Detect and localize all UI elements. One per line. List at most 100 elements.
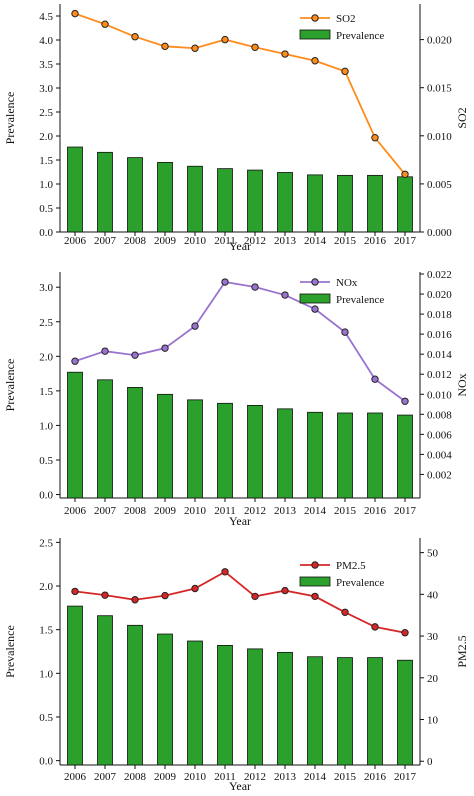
- series-line: [74, 281, 406, 403]
- x-tick-label: 2006: [64, 771, 87, 783]
- right-tick-label: 0.014: [427, 349, 452, 361]
- legend-bar-label: Prevalence: [336, 30, 384, 42]
- left-tick-label: 1.0: [39, 668, 53, 680]
- series-line: [74, 570, 406, 634]
- prevalence-bar: [187, 640, 203, 766]
- legend-bar-label: Prevalence: [336, 577, 384, 589]
- prevalence-bar: [307, 174, 323, 233]
- series-point: [71, 9, 79, 18]
- x-tick-label: 2014: [304, 235, 327, 247]
- left-axis-label: Prevalence: [3, 359, 17, 412]
- x-tick-label: 2009: [154, 505, 177, 517]
- left-tick-label: 0.0: [39, 756, 53, 768]
- right-tick-label: 40: [427, 589, 439, 601]
- x-tick-label: 2017: [394, 505, 417, 517]
- left-tick-label: 1.0: [39, 420, 53, 432]
- prevalence-bar: [337, 412, 353, 499]
- x-tick-label: 2008: [124, 505, 147, 517]
- prevalence-bar: [217, 644, 233, 766]
- legend-bar-label: Prevalence: [336, 294, 384, 306]
- x-tick-label: 2015: [334, 771, 357, 783]
- right-tick-label: 0.022: [427, 269, 452, 281]
- legend-line-label: SO2: [336, 13, 356, 25]
- prevalence-bar: [367, 174, 383, 233]
- x-tick-label: 2008: [124, 771, 147, 783]
- x-tick-label: 2013: [274, 235, 297, 247]
- left-tick-label: 4.0: [39, 35, 53, 47]
- x-tick-label: 2007: [94, 505, 117, 517]
- prevalence-bar: [187, 399, 203, 499]
- prevalence-bar: [157, 393, 173, 499]
- x-tick-label: 2016: [364, 505, 387, 517]
- series-point: [191, 584, 199, 593]
- left-tick-label: 0.0: [39, 490, 53, 502]
- legend-bar-swatch: [299, 293, 331, 304]
- right-tick-label: 0.000: [427, 227, 452, 239]
- series-point: [311, 305, 319, 313]
- prevalence-bar: [217, 402, 233, 499]
- left-tick-label: 1.0: [39, 179, 53, 191]
- legend-line-label: NOx: [336, 277, 358, 289]
- x-tick-label: 2010: [184, 505, 207, 517]
- x-tick-label: 2014: [304, 771, 327, 783]
- series-point: [131, 33, 139, 41]
- prevalence-bar: [127, 624, 143, 766]
- prevalence-bar: [397, 659, 413, 766]
- pm25-chart: 0.0 0.5 1.0 1.5 2.0 2.5 0 10 20 30 40 50 2006 2007 200…: [3, 537, 469, 793]
- x-tick-label: 2016: [364, 771, 387, 783]
- prevalence-bar: [67, 146, 83, 233]
- x-tick-label: 2012: [244, 771, 266, 783]
- right-axis-label: SO2: [455, 107, 469, 128]
- right-tick-label: 0.010: [427, 131, 452, 143]
- series-point: [191, 44, 199, 52]
- x-tick-label: 2015: [334, 235, 357, 247]
- legend-bar-swatch: [299, 576, 331, 587]
- prevalence-bar: [67, 605, 83, 766]
- nox-chart: 0.0 0.5 1.0 1.5 2.0 2.5 3.0 0.002 0.004 0.006 0.00…: [3, 269, 469, 528]
- series-point: [311, 57, 319, 65]
- left-tick-label: 0.5: [39, 203, 53, 215]
- series-point: [341, 328, 349, 336]
- prevalence-bar: [397, 176, 413, 233]
- x-axis-label: Year: [229, 239, 251, 253]
- x-tick-label: 2014: [304, 505, 327, 517]
- series-point: [401, 629, 409, 637]
- x-tick-label: 2007: [94, 771, 117, 783]
- right-tick-label: 0.012: [427, 369, 452, 381]
- left-tick-label: 2.0: [39, 581, 53, 593]
- prevalence-bar: [337, 657, 353, 766]
- left-axis-label: Prevalence: [3, 625, 17, 678]
- so2-chart: 0.0 0.5 1.0 1.5 2.0 2.5 3.0 3.5 4.0 4.5 0.000 0.005…: [3, 4, 469, 253]
- left-tick-label: 4.5: [39, 11, 53, 23]
- prevalence-bar: [67, 371, 83, 499]
- legend-point-swatch: [311, 14, 319, 22]
- series-point: [371, 375, 379, 383]
- series-point: [221, 568, 229, 576]
- x-tick-label: 2013: [274, 771, 297, 783]
- left-tick-label: 3.0: [39, 282, 53, 294]
- prevalence-bar: [247, 404, 263, 499]
- left-tick-label: 1.5: [39, 625, 53, 637]
- right-tick-label: 20: [427, 673, 439, 685]
- series-point: [161, 42, 169, 51]
- left-axis-label: Prevalence: [3, 92, 17, 145]
- left-tick-label: 2.0: [39, 351, 53, 363]
- prevalence-bar: [337, 174, 353, 233]
- x-tick-label: 2012: [244, 235, 266, 247]
- series-point: [161, 591, 169, 600]
- right-tick-label: 0.004: [427, 449, 452, 461]
- series-point: [371, 134, 379, 142]
- left-tick-label: 0.5: [39, 712, 53, 724]
- series-point: [101, 20, 109, 28]
- series-point: [131, 596, 139, 604]
- series-point: [131, 351, 139, 359]
- prevalence-bar: [367, 412, 383, 499]
- x-tick-label: 2010: [184, 771, 207, 783]
- prevalence-bar: [247, 648, 263, 766]
- right-tick-label: 0.010: [427, 389, 452, 401]
- right-tick-label: 0.018: [427, 309, 452, 321]
- prevalence-bar: [127, 387, 143, 499]
- series-line: [74, 12, 406, 175]
- legend-point-swatch: [311, 278, 319, 286]
